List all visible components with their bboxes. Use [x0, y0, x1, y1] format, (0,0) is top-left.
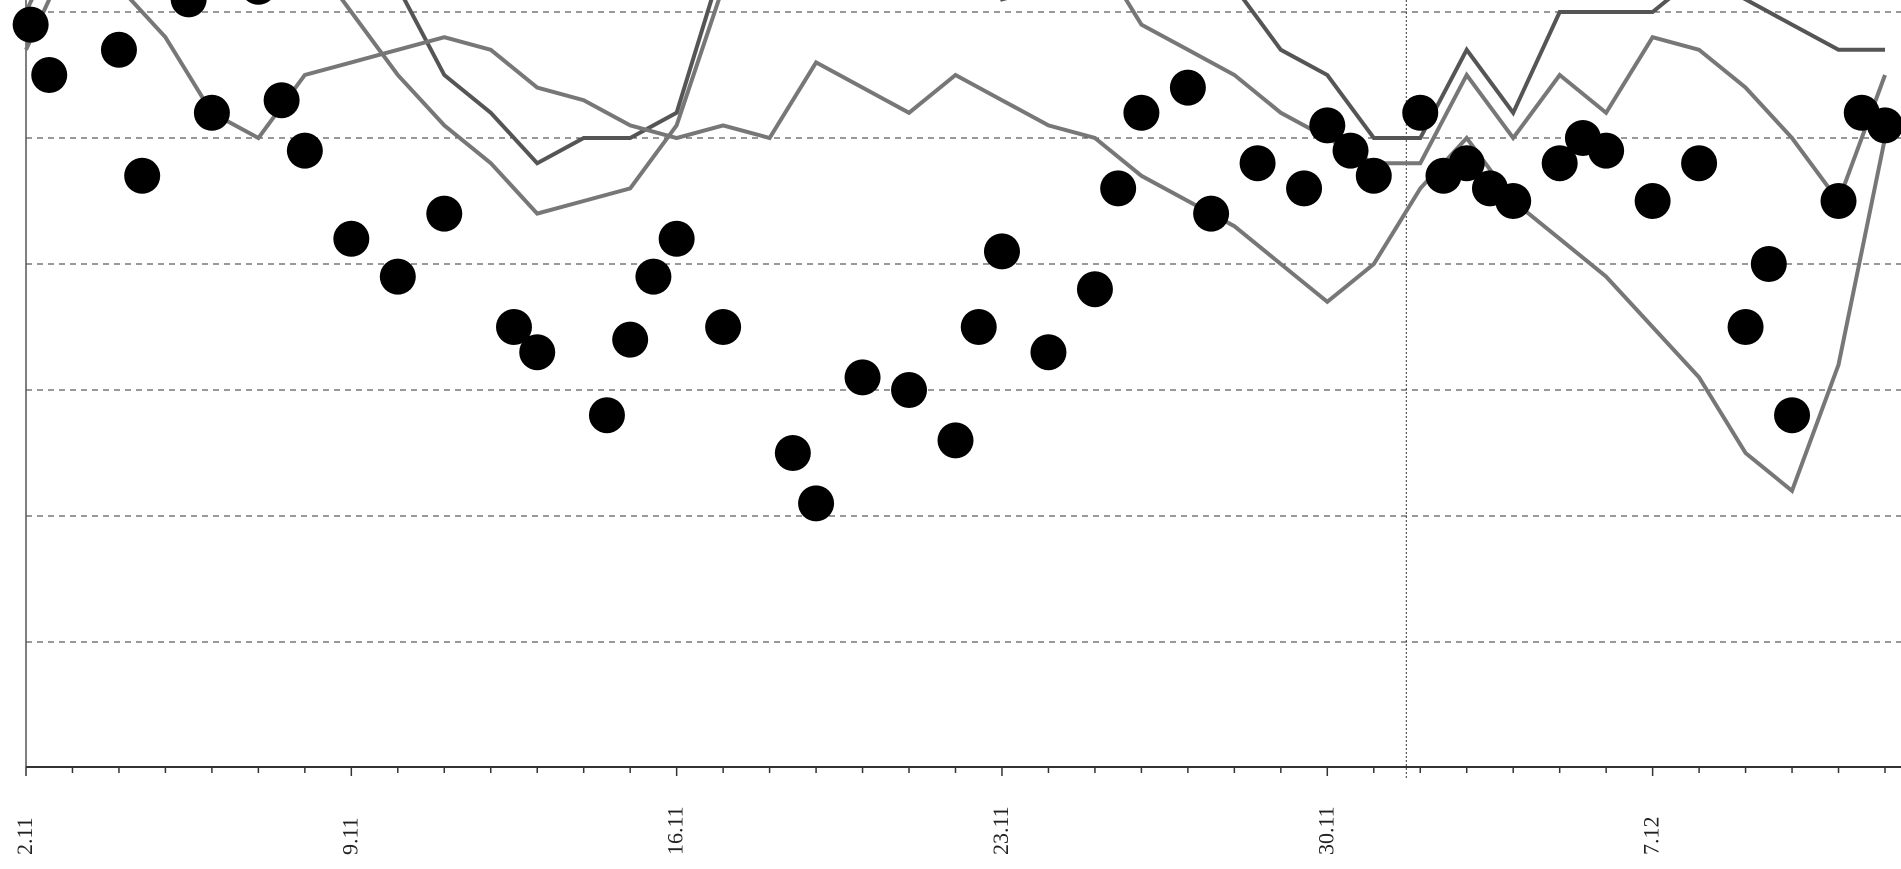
observation-point: [589, 397, 625, 433]
observation-point: [380, 259, 416, 295]
observation-point: [1774, 397, 1810, 433]
series-line-mean: [26, 0, 1885, 214]
series-line-lower: [26, 0, 1885, 491]
observation-point: [1402, 95, 1438, 131]
observation-point: [1681, 145, 1717, 181]
observation-point: [171, 0, 207, 17]
observation-point: [287, 133, 323, 169]
observation-point: [891, 372, 927, 408]
observation-point: [612, 322, 648, 358]
observation-point: [1286, 170, 1322, 206]
observation-point: [1821, 183, 1857, 219]
observation-point: [240, 0, 276, 5]
observation-point: [194, 95, 230, 131]
x-tick-label: 30.11: [1313, 806, 1338, 855]
observation-point: [264, 82, 300, 118]
observation-point: [775, 435, 811, 471]
observation-point: [13, 7, 49, 43]
x-tick-label: 7.12: [1639, 817, 1664, 856]
observation-point: [1123, 95, 1159, 131]
observation-point: [31, 57, 67, 93]
observation-point: [124, 158, 160, 194]
observation-point: [1356, 158, 1392, 194]
observation-point: [705, 309, 741, 345]
x-tick-label: 9.11: [337, 817, 362, 855]
x-tick-label: 2.11: [12, 817, 37, 855]
observation-point: [1588, 133, 1624, 169]
observation-point: [1170, 70, 1206, 106]
observation-point: [1077, 271, 1113, 307]
x-tick-label: 16.11: [663, 806, 688, 855]
observation-point: [1728, 309, 1764, 345]
observation-point: [519, 334, 555, 370]
observation-point: [938, 422, 974, 458]
observation-point: [1751, 246, 1787, 282]
observation-point: [333, 221, 369, 257]
observation-point: [1635, 183, 1671, 219]
observation-point: [845, 359, 881, 395]
observation-point: [798, 485, 834, 521]
observation-point: [659, 221, 695, 257]
x-tick-label: 23.11: [988, 806, 1013, 855]
observation-point: [635, 259, 671, 295]
observation-point: [1240, 145, 1276, 181]
observation-point: [101, 32, 137, 68]
observation-point: [984, 233, 1020, 269]
observation-point: [1100, 170, 1136, 206]
observation-point: [1030, 334, 1066, 370]
observation-point: [1193, 196, 1229, 232]
observation-point: [426, 196, 462, 232]
observation-point: [1495, 183, 1531, 219]
observation-point: [961, 309, 997, 345]
